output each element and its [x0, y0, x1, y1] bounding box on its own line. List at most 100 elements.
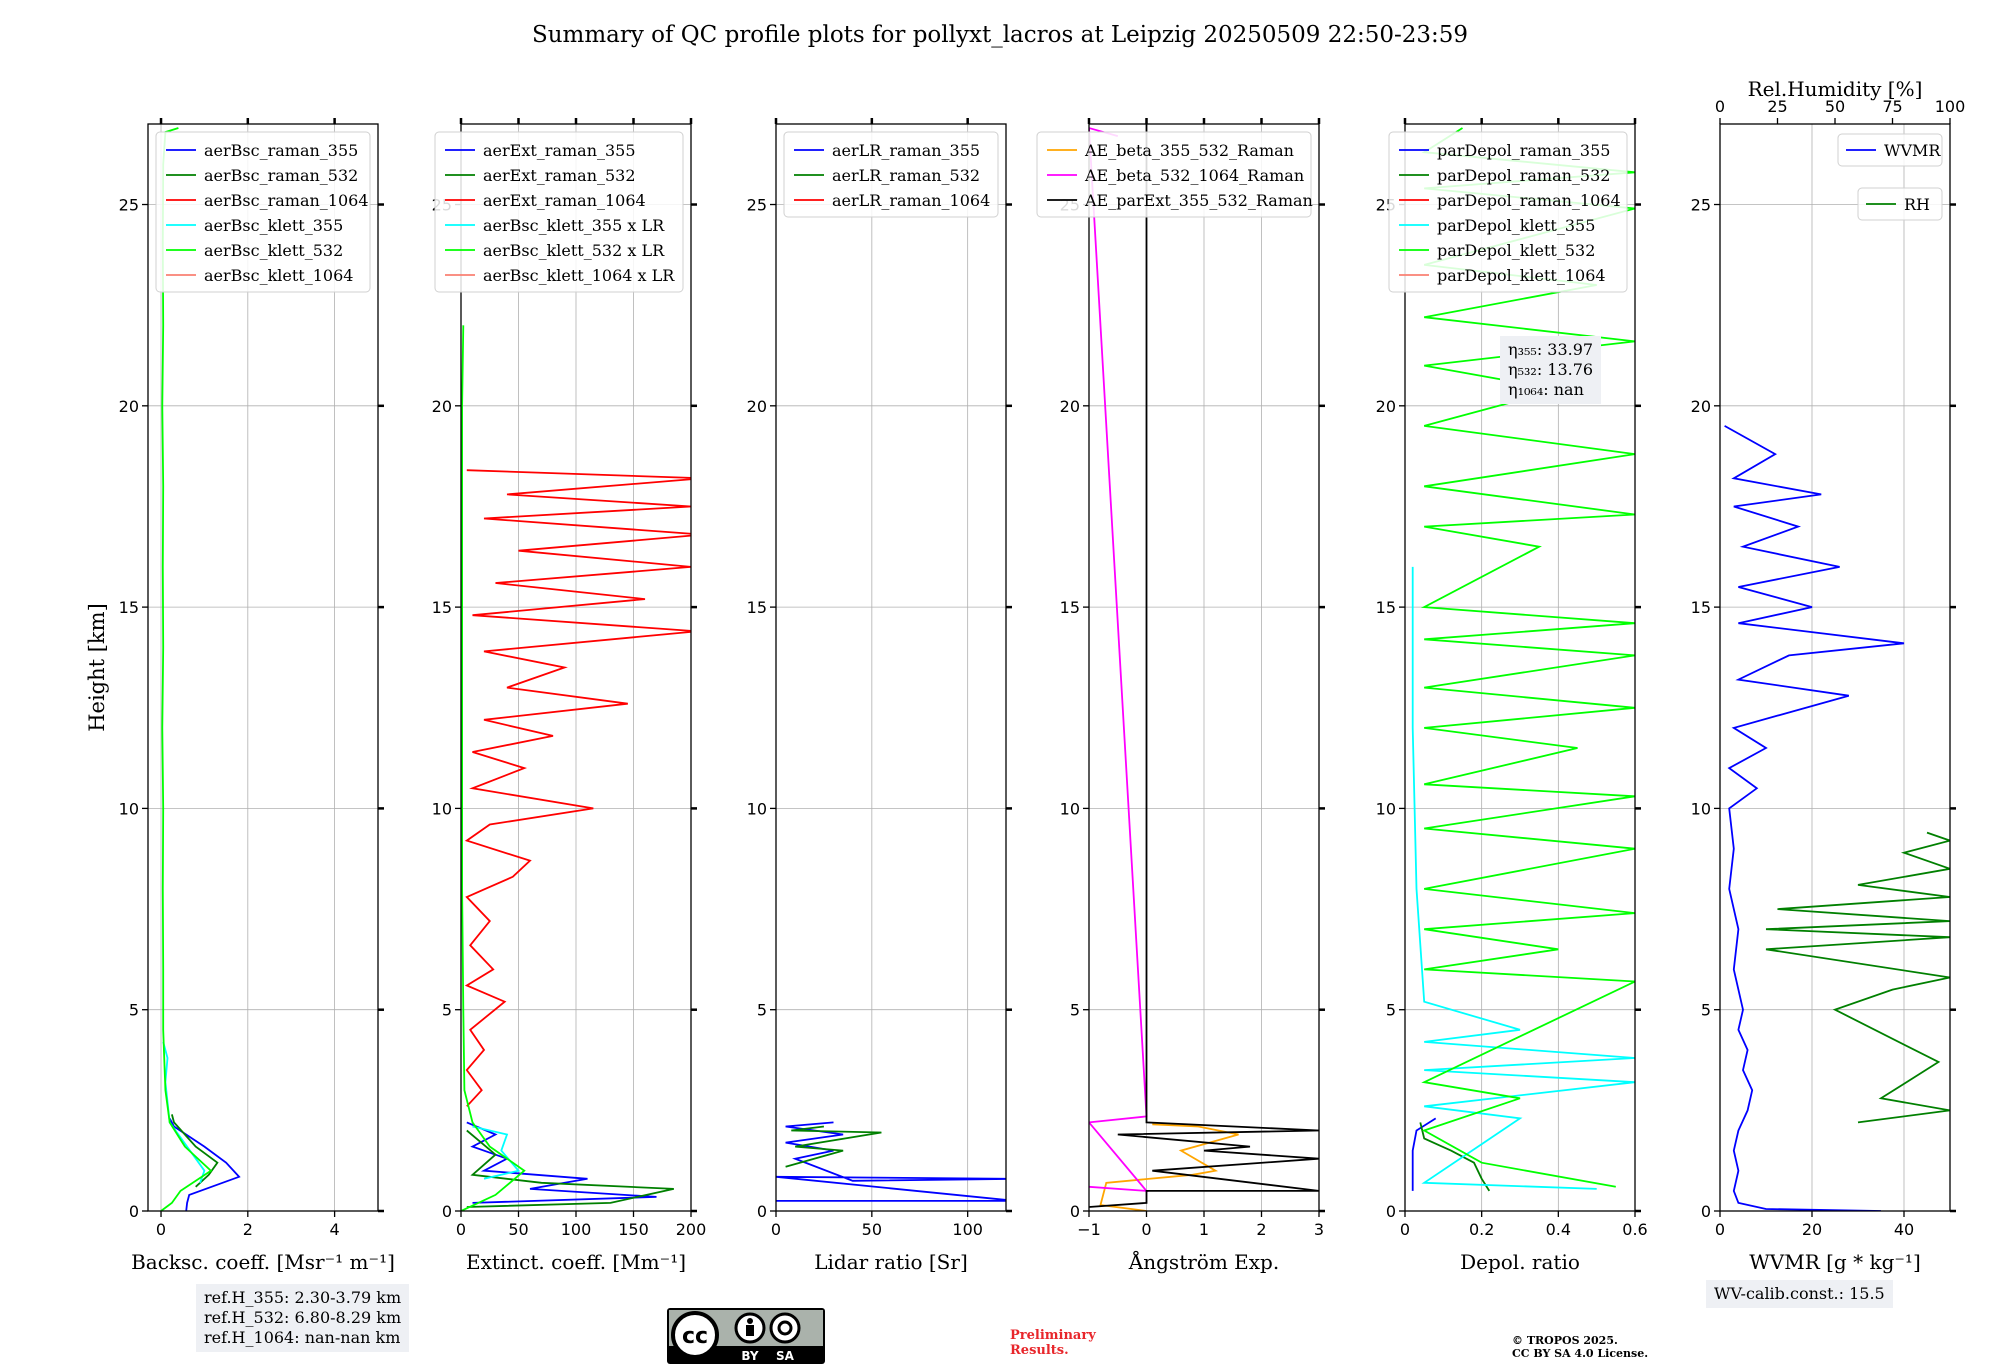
- series-line-parDepol_raman_355: [1411, 1117, 1437, 1191]
- ref-height-1064: ref.H_1064: nan-nan km: [204, 1328, 401, 1347]
- y-tick-label: 10: [747, 799, 767, 818]
- series-line-WVMR: [1724, 425, 1905, 1211]
- series-line-aerLR_raman_532: [785, 1125, 882, 1168]
- series-line-parDepol_klett_532: [1421, 127, 1635, 1188]
- y-tick-label: 20: [1376, 397, 1396, 416]
- eta-1064-text: η₁₀₆₄: nan: [1508, 380, 1584, 399]
- series-line-aerBsc_klett_355: [162, 1041, 206, 1184]
- x-tick-label: 40: [1894, 1220, 1914, 1239]
- panel-dep-frame: [1404, 123, 1636, 1212]
- by-person-head: [747, 1318, 753, 1324]
- panel-ext-series: [461, 325, 691, 1211]
- legend-entry-parDepol_klett_1064: parDepol_klett_1064: [1437, 266, 1606, 285]
- y-tick-label: 10: [1376, 799, 1396, 818]
- x2-axis-label-wv: Rel.Humidity [%]: [1748, 77, 1923, 101]
- x-tick-label: 2: [1256, 1220, 1266, 1239]
- x-tick-label: 20: [1802, 1220, 1822, 1239]
- y-tick-label: 20: [1691, 397, 1711, 416]
- panel-wv-series: [1724, 425, 1950, 1211]
- series-line-AE_parExt_355_532_Raman: [1089, 124, 1319, 1208]
- legend-entry-parDepol_raman_1064: parDepol_raman_1064: [1437, 191, 1621, 210]
- y-tick-label: 10: [432, 799, 452, 818]
- legend-entry-aerBsc_klett_355: aerBsc_klett_355: [204, 216, 343, 235]
- y-tick-label: 15: [432, 598, 452, 617]
- legend-entry-aerBsc_klett_355 x LR: aerBsc_klett_355 x LR: [483, 216, 665, 235]
- panel-ae-series: [1089, 124, 1319, 1211]
- legend-entry-parDepol_raman_532: parDepol_raman_532: [1437, 166, 1610, 185]
- preliminary-notice: Preliminary Results.: [1010, 1328, 1096, 1358]
- x-tick-label: 0: [1141, 1220, 1151, 1239]
- eta-355-text: η₃₅₅: 33.97: [1508, 340, 1594, 359]
- x-tick-label: 0: [156, 1220, 166, 1239]
- series-line-AE_beta_355_532_Raman: [1099, 1123, 1239, 1211]
- y-tick-label: 5: [129, 1001, 139, 1020]
- series-line-aerBsc_raman_532: [171, 1114, 219, 1188]
- y-tick-label: 0: [1386, 1202, 1396, 1221]
- legend-entry-AE_parExt_355_532_Raman: AE_parExt_355_532_Raman: [1084, 191, 1313, 210]
- cc-sa-label: SA: [776, 1349, 795, 1363]
- y-tick-label: 0: [757, 1202, 767, 1221]
- panel-ext: 0510152025050100150200Extinct. coeff. [M…: [432, 118, 707, 1274]
- legend-box-RH: [1857, 187, 1943, 221]
- y-tick-label: 20: [119, 397, 139, 416]
- y-tick-label: 15: [747, 598, 767, 617]
- x-tick-label: 0.4: [1546, 1220, 1571, 1239]
- x-tick-label: 0: [1715, 1220, 1725, 1239]
- x-tick-label: 200: [676, 1220, 707, 1239]
- legend-entry-aerBsc_klett_532 x LR: aerBsc_klett_532 x LR: [483, 241, 665, 260]
- series-line-RH: [1765, 831, 1950, 1124]
- x-axis-label-lr: Lidar ratio [Sr]: [814, 1250, 968, 1274]
- legend-box-dep: [1388, 131, 1628, 293]
- x-axis-label-ae: Ångström Exp.: [1128, 1249, 1279, 1274]
- legend-entry-aerBsc_klett_1064: aerBsc_klett_1064: [204, 266, 353, 285]
- y-tick-label: 20: [1060, 397, 1080, 416]
- y-tick-label: 25: [1691, 196, 1711, 215]
- cc-logo-text: cc: [682, 1324, 708, 1349]
- x-tick-label: 0: [1400, 1220, 1410, 1239]
- panel-lr-frame: [775, 123, 1007, 1212]
- x-tick-label: 50: [862, 1220, 882, 1239]
- y-tick-label: 10: [119, 799, 139, 818]
- x-tick-label: 0: [456, 1220, 466, 1239]
- y-tick-label: 20: [747, 397, 767, 416]
- x-tick-label: 1: [1199, 1220, 1209, 1239]
- x-tick-label: −1: [1077, 1220, 1101, 1239]
- preliminary-line-2: Results.: [1010, 1343, 1069, 1358]
- panel-dep-series: [1411, 127, 1635, 1192]
- y-tick-label: 20: [432, 397, 452, 416]
- legend-box-bsc: [155, 131, 371, 293]
- y-tick-label: 10: [1060, 799, 1080, 818]
- y-tick-label: 15: [119, 598, 139, 617]
- x-tick-label: 150: [618, 1220, 649, 1239]
- wv-calib-box: WV-calib.const.: 15.5: [1706, 1280, 1893, 1308]
- legend-box-WVMR: [1837, 133, 1943, 167]
- y-tick-label: 15: [1691, 598, 1711, 617]
- cc-logo-icon: [671, 1311, 719, 1359]
- x-tick-label: 2: [243, 1220, 253, 1239]
- x-tick-label: 50: [508, 1220, 528, 1239]
- eta-532-text: η₅₃₂: 13.76: [1508, 360, 1594, 379]
- x-tick-label: 3: [1314, 1220, 1324, 1239]
- series-line-parDepol_klett_355: [1411, 566, 1635, 1190]
- series-line-aerExt_raman_355: [466, 1121, 657, 1204]
- y-tick-label: 25: [119, 196, 139, 215]
- legend-entry-aerLR_raman_355: aerLR_raman_355: [832, 141, 980, 160]
- legend-entry-AE_beta_355_532_Raman: AE_beta_355_532_Raman: [1084, 141, 1294, 160]
- series-line-aerLR_raman_355: [776, 1121, 1006, 1202]
- x2-tick-label: 50: [1825, 97, 1845, 116]
- ref-height-532: ref.H_532: 6.80-8.29 km: [204, 1308, 402, 1327]
- x-axis-label-wv: WVMR [g * kg⁻¹]: [1749, 1250, 1921, 1274]
- cc-by-sa-badge: cc BY SA: [667, 1308, 825, 1364]
- copyright-notice: © TROPOS 2025. CC BY SA 4.0 License.: [1512, 1334, 1648, 1360]
- y-tick-label: 0: [1701, 1202, 1711, 1221]
- x2-tick-label: 0: [1715, 97, 1725, 116]
- panel-bsc: 0 5 10 15 20 25 0 2 4 Backsc. coeff. [Msr⁻¹ m⁻¹] a…: [119, 118, 395, 1274]
- series-line-parDepol_raman_532: [1419, 1122, 1491, 1192]
- panel-wv: 0 5 10 15 20 25 0 20 40 WVMR [g * kg⁻¹] 0 25 50 75 100…: [1691, 77, 1966, 1274]
- legend-entry-aerBsc_raman_1064: aerBsc_raman_1064: [204, 191, 369, 210]
- y-tick-label: 0: [1070, 1202, 1080, 1221]
- by-person-body: [746, 1325, 754, 1336]
- legend-box-ae: [1036, 131, 1312, 218]
- x-tick-label: 0: [771, 1220, 781, 1239]
